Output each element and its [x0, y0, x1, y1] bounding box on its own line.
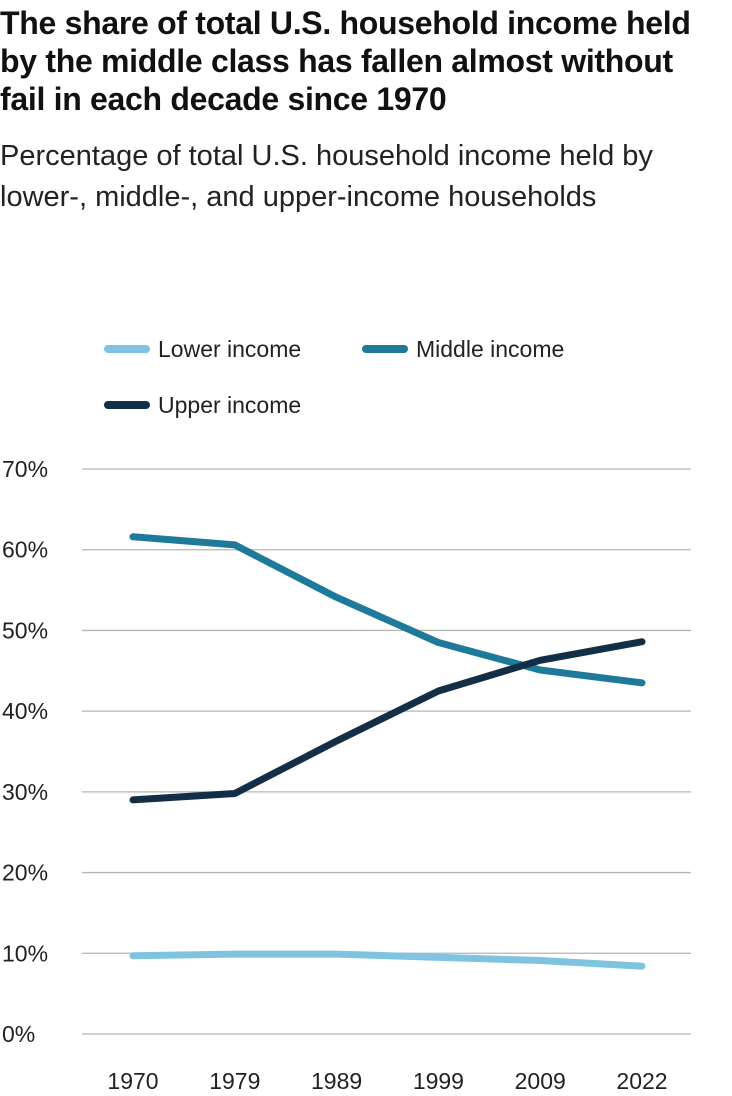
legend-label-upper-income: Upper income	[158, 391, 302, 418]
legend-swatch-lower-income	[104, 345, 150, 353]
x-axis-ticks: 1970 1979 1989 1999 2009 2022	[107, 1068, 667, 1094]
legend-swatch-middle-income	[362, 345, 408, 353]
y-tick-label: 0%	[2, 1021, 35, 1047]
x-tick-label: 2022	[616, 1068, 667, 1094]
y-tick-label: 50%	[2, 617, 48, 643]
y-tick-label: 20%	[2, 860, 48, 886]
legend-swatch-upper-income	[104, 401, 150, 409]
legend-item-lower-income: Lower income	[104, 334, 301, 364]
series-line-middle-income	[129, 533, 646, 687]
x-tick-label: 1989	[311, 1068, 362, 1094]
y-tick-label: 30%	[2, 779, 48, 805]
y-axis-ticks: 0% 10% 20% 30% 40% 50% 60% 70%	[2, 456, 48, 1047]
y-tick-label: 40%	[2, 698, 48, 724]
x-tick-label: 1970	[107, 1068, 158, 1094]
chart-subtitle: Percentage of total U.S. household incom…	[0, 140, 653, 213]
legend-item-upper-income: Upper income	[104, 390, 301, 420]
legend-label-lower-income: Lower income	[158, 335, 302, 362]
series-line-upper-income	[129, 638, 646, 804]
y-tick-label: 70%	[2, 456, 48, 482]
legend-label-middle-income: Middle income	[416, 335, 565, 362]
y-tick-label: 10%	[2, 940, 48, 966]
x-tick-label: 1999	[413, 1068, 464, 1094]
y-tick-label: 60%	[2, 537, 48, 563]
gridlines	[82, 468, 691, 1035]
series-lines	[129, 533, 646, 970]
x-tick-label: 1979	[209, 1068, 260, 1094]
series-line-lower-income	[129, 950, 646, 970]
legend-item-middle-income: Middle income	[362, 334, 564, 364]
line-chart: 0% 10% 20% 30% 40% 50% 60% 70% 1970 1979 1989 1999…	[2, 456, 691, 1094]
x-tick-label: 2009	[515, 1068, 566, 1094]
chart-title: The share of total U.S. household income…	[0, 5, 691, 117]
